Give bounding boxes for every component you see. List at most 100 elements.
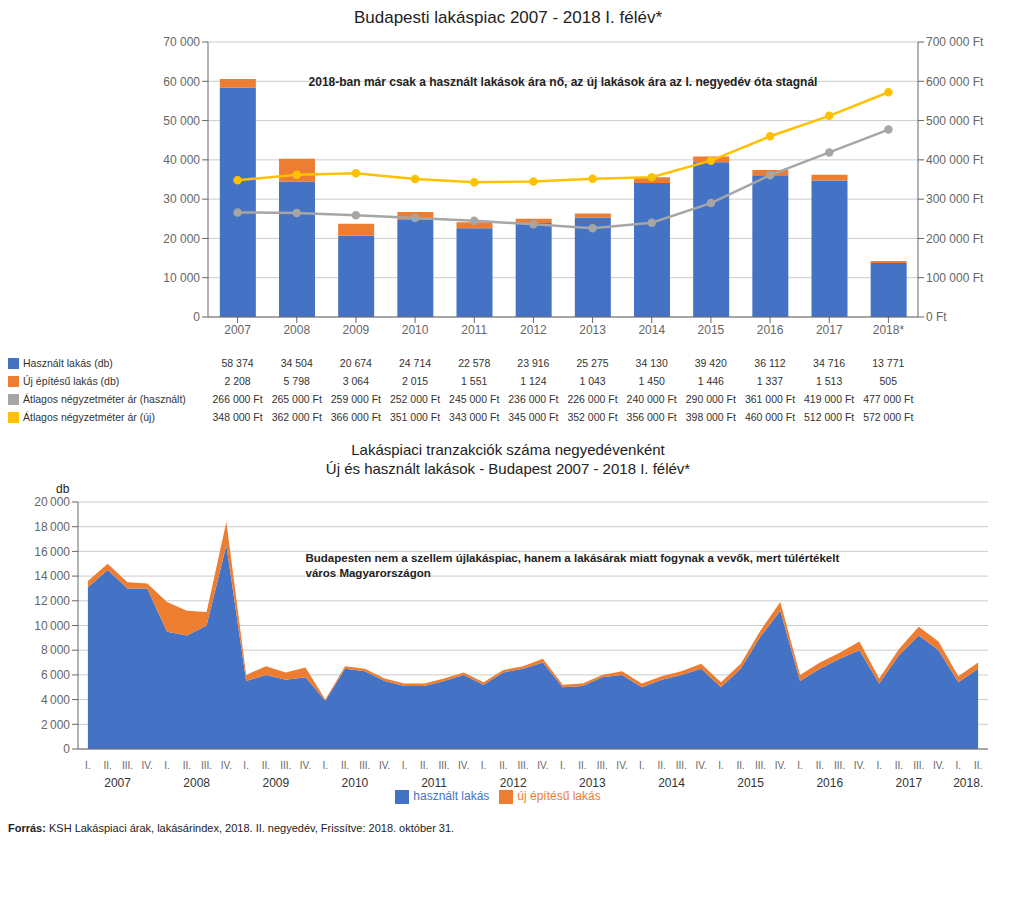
svg-text:20 000: 20 000 <box>34 495 70 509</box>
svg-text:2008: 2008 <box>183 776 210 790</box>
svg-text:IV.: IV. <box>379 760 390 771</box>
svg-text:8 000: 8 000 <box>41 643 70 657</box>
svg-text:2011: 2011 <box>461 323 487 337</box>
svg-text:2018*: 2018* <box>873 323 905 337</box>
html-text:Budapesti lakáspiac 2007 - 201: Budapesti lakáspiac 2007 - 2018 I. félév… <box>354 8 662 27</box>
svg-text:IV.: IV. <box>616 760 627 771</box>
svg-text:700 000 Ft: 700 000 Ft <box>926 35 984 49</box>
svg-text:III.: III. <box>913 760 924 771</box>
svg-text:II.: II. <box>737 760 745 771</box>
svg-text:IV.: IV. <box>300 760 311 771</box>
svg-text:II.: II. <box>499 760 507 771</box>
svg-text:II.: II. <box>183 760 191 771</box>
svg-text:II.: II. <box>657 760 665 771</box>
svg-text:I.: I. <box>402 760 408 771</box>
svg-text:2008: 2008 <box>283 323 310 337</box>
svg-text:2011: 2011 <box>421 776 447 790</box>
svg-text:2018.: 2018. <box>953 776 983 790</box>
svg-text:0: 0 <box>63 742 70 756</box>
svg-text:I.: I. <box>639 760 645 771</box>
svg-text:30 000: 30 000 <box>163 192 200 206</box>
svg-text:I.: I. <box>956 760 962 771</box>
svg-text:50 000: 50 000 <box>163 114 200 128</box>
svg-text:I.: I. <box>164 760 170 771</box>
svg-text:I.: I. <box>85 760 91 771</box>
svg-text:III.: III. <box>201 760 212 771</box>
svg-text:6 000: 6 000 <box>41 668 70 682</box>
html-text:Lakáspiaci tranzakciók száma n: Lakáspiaci tranzakciók száma negyedévenk… <box>351 441 665 458</box>
svg-text:2010: 2010 <box>402 323 429 337</box>
svg-text:IV.: IV. <box>854 760 865 771</box>
svg-text:0: 0 <box>193 310 200 324</box>
svg-text:III.: III. <box>518 760 529 771</box>
svg-text:14 000: 14 000 <box>34 569 70 583</box>
svg-text:20 000: 20 000 <box>163 232 200 246</box>
svg-text:IV.: IV. <box>142 760 153 771</box>
svg-text:2013: 2013 <box>579 776 606 790</box>
svg-text:2017: 2017 <box>816 323 843 337</box>
svg-text:0 Ft: 0 Ft <box>926 310 947 324</box>
svg-text:2016: 2016 <box>757 323 784 337</box>
svg-text:II.: II. <box>341 760 349 771</box>
svg-text:IV.: IV. <box>933 760 944 771</box>
svg-text:70 000: 70 000 <box>163 35 200 49</box>
svg-text:IV.: IV. <box>537 760 548 771</box>
svg-text:III.: III. <box>597 760 608 771</box>
svg-text:I.: I. <box>876 760 882 771</box>
svg-text:II.: II. <box>816 760 824 771</box>
svg-text:18 000: 18 000 <box>34 520 70 534</box>
svg-text:12 000: 12 000 <box>34 594 70 608</box>
svg-text:2012: 2012 <box>520 323 547 337</box>
svg-text:200 000 Ft: 200 000 Ft <box>926 232 984 246</box>
svg-text:100 000 Ft: 100 000 Ft <box>926 271 984 285</box>
svg-text:300 000 Ft: 300 000 Ft <box>926 192 984 206</box>
svg-text:2009: 2009 <box>343 323 370 337</box>
html-text:Budapesten nem a szellem újlak: Budapesten nem a szellem újlakáspiac, ha… <box>305 552 840 580</box>
svg-text:2017: 2017 <box>896 776 923 790</box>
svg-text:60 000: 60 000 <box>163 75 200 89</box>
svg-text:III.: III. <box>438 760 449 771</box>
svg-text:III.: III. <box>122 760 133 771</box>
svg-text:2012: 2012 <box>500 776 527 790</box>
svg-text:2007: 2007 <box>104 776 131 790</box>
svg-text:IV.: IV. <box>458 760 469 771</box>
svg-text:16 000: 16 000 <box>34 545 70 559</box>
svg-text:I.: I. <box>481 760 487 771</box>
svg-text:10 000: 10 000 <box>163 271 200 285</box>
svg-text:2 000: 2 000 <box>41 718 70 732</box>
svg-text:III.: III. <box>834 760 845 771</box>
svg-text:2010: 2010 <box>342 776 369 790</box>
svg-text:II.: II. <box>420 760 428 771</box>
svg-text:I.: I. <box>243 760 249 771</box>
svg-text:I.: I. <box>323 760 329 771</box>
svg-text:III.: III. <box>755 760 766 771</box>
svg-text:2009: 2009 <box>262 776 289 790</box>
svg-text:2016: 2016 <box>816 776 843 790</box>
svg-text:500 000 Ft: 500 000 Ft <box>926 114 984 128</box>
svg-text:400 000 Ft: 400 000 Ft <box>926 153 984 167</box>
svg-text:IV.: IV. <box>221 760 232 771</box>
svg-text:2014: 2014 <box>638 323 665 337</box>
svg-text:2015: 2015 <box>737 776 764 790</box>
svg-text:II.: II. <box>262 760 270 771</box>
svg-text:IV.: IV. <box>695 760 706 771</box>
svg-text:II.: II. <box>104 760 112 771</box>
svg-text:2014: 2014 <box>658 776 685 790</box>
svg-text:I.: I. <box>718 760 724 771</box>
svg-text:2007: 2007 <box>224 323 251 337</box>
svg-text:4 000: 4 000 <box>41 693 70 707</box>
svg-text:III.: III. <box>359 760 370 771</box>
svg-text:IV.: IV. <box>775 760 786 771</box>
svg-text:III.: III. <box>676 760 687 771</box>
svg-text:II.: II. <box>974 760 982 771</box>
svg-text:I.: I. <box>560 760 566 771</box>
svg-text:II.: II. <box>895 760 903 771</box>
svg-text:I.: I. <box>797 760 803 771</box>
svg-text:10 000: 10 000 <box>34 619 70 633</box>
svg-text:2015: 2015 <box>698 323 725 337</box>
svg-text:600 000 Ft: 600 000 Ft <box>926 75 984 89</box>
svg-text:II.: II. <box>578 760 586 771</box>
svg-text:40 000: 40 000 <box>163 153 200 167</box>
svg-text:III.: III. <box>280 760 291 771</box>
svg-text:2013: 2013 <box>579 323 606 337</box>
